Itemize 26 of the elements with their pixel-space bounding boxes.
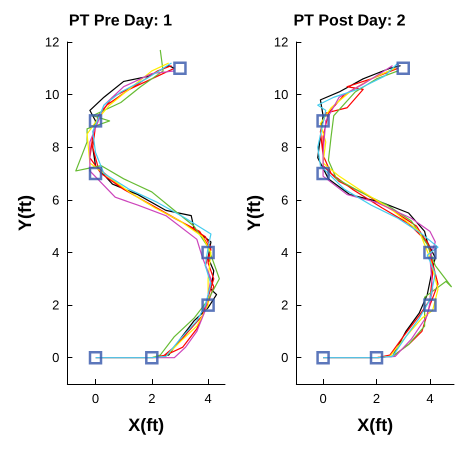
y-tick-label: 2: [52, 298, 60, 313]
chart-title: PT Post Day: 2: [293, 12, 406, 30]
y-axis-title: Y(ft): [15, 195, 35, 231]
x-tick-label: 4: [426, 391, 434, 406]
y-tick-label: 10: [274, 87, 288, 102]
y-tick-label: 0: [52, 350, 60, 366]
y-tick-label: 12: [44, 34, 60, 50]
x-axis-title: X(ft): [357, 415, 394, 435]
y-tick-label: 10: [44, 87, 60, 102]
x-tick-label: 4: [204, 391, 212, 406]
y-tick-label: 12: [274, 34, 288, 50]
y-tick-label: 4: [281, 244, 288, 260]
x-tick-label: 2: [148, 391, 156, 406]
y-tick-label: 6: [281, 192, 288, 208]
y-tick-label: 8: [281, 140, 288, 155]
chart-title: PT Pre Day: 1: [68, 12, 172, 30]
y-tick-label: 6: [52, 192, 60, 208]
y-axis-title: Y(ft): [244, 195, 264, 231]
x-axis-title: X(ft): [128, 415, 164, 435]
y-tick-label: 0: [281, 350, 288, 366]
y-tick-label: 8: [52, 140, 60, 155]
x-tick-label: 0: [319, 391, 327, 406]
y-tick-label: 4: [52, 244, 60, 260]
y-tick-label: 2: [281, 298, 288, 313]
x-tick-label: 0: [92, 391, 100, 406]
x-tick-label: 2: [372, 391, 380, 406]
